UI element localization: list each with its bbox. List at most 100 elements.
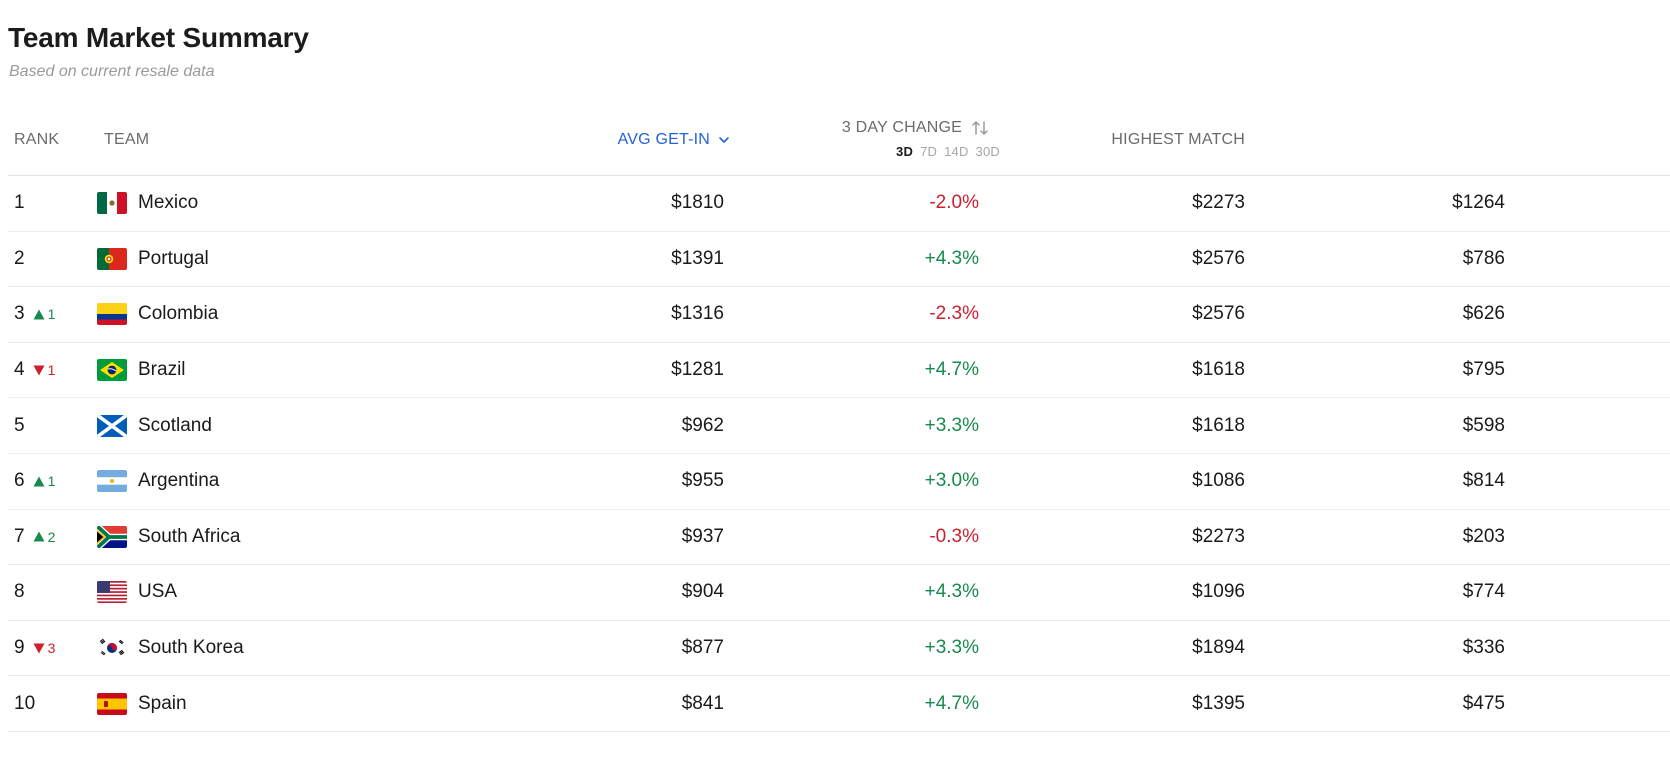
rank-movement-value: 1 <box>47 473 56 490</box>
avg-get-in-value: $841 <box>681 692 724 714</box>
table-row[interactable]: 6 1 Argentina $955 +3.0% $1086 $814 <box>8 454 1670 510</box>
team-cell[interactable]: Brazil <box>97 359 186 382</box>
lowest-match-value: $626 <box>1462 303 1505 325</box>
team-cell[interactable]: Spain <box>97 692 187 715</box>
table-row[interactable]: 9 3 South Korea $877 +3.3% $1894 $336 <box>8 621 1670 677</box>
table-row[interactable]: 1 Mexico $1810 -2.0% $2273 $1264 <box>8 176 1670 232</box>
period-14d[interactable]: 14D <box>944 144 969 159</box>
brazil-flag-icon <box>97 359 127 382</box>
team-name: South Korea <box>138 637 244 659</box>
change-value: +3.3% <box>924 414 979 436</box>
change-column-header: 3 DAY CHANGE 3D 7D 14D 30D <box>842 118 1000 159</box>
team-cell[interactable]: Mexico <box>97 192 199 215</box>
team-cell[interactable]: Argentina <box>97 470 220 493</box>
south-africa-flag-icon <box>97 525 127 548</box>
mexico-flag-icon <box>97 192 127 215</box>
rank-number: 3 <box>14 303 25 325</box>
lowest-match-value: $774 <box>1462 581 1505 603</box>
rank-movement: 1 <box>33 473 56 490</box>
usa-flag-icon <box>97 581 127 604</box>
lowest-match-value: $786 <box>1462 247 1505 269</box>
team-name: Colombia <box>138 303 219 325</box>
team-name: Argentina <box>138 470 220 492</box>
change-value: +4.3% <box>924 581 979 603</box>
change-sort-button[interactable]: 3 DAY CHANGE <box>842 118 990 138</box>
rank-number: 8 <box>14 581 25 603</box>
rank-number: 1 <box>14 192 25 214</box>
lowest-match-value: $203 <box>1462 525 1505 547</box>
change-value: -0.3% <box>929 525 979 547</box>
south-korea-flag-icon <box>97 637 127 660</box>
rank-movement: 1 <box>33 306 55 322</box>
team-name: South Africa <box>138 525 241 547</box>
highest-match-value: $1086 <box>1192 470 1245 492</box>
period-3d[interactable]: 3D <box>896 144 914 159</box>
table-row[interactable]: 10 Spain $841 +4.7% $1395 $475 <box>8 676 1670 732</box>
lowest-match-value: $598 <box>1462 414 1505 436</box>
table-row[interactable]: 3 1 Colombia $1316 -2.3% $2576 $626 <box>8 287 1670 343</box>
team-name: USA <box>138 581 178 603</box>
rank-cell: 1 <box>14 192 25 214</box>
avg-get-in-label: AVG GET-IN <box>617 131 710 148</box>
avg-get-in-value: $1281 <box>671 359 724 381</box>
avg-get-in-value: $1391 <box>671 247 724 269</box>
highest-match-value: $1618 <box>1192 414 1245 436</box>
sort-arrows-icon <box>972 121 988 135</box>
rank-cell: 2 <box>14 248 25 270</box>
avg-get-in-column-header[interactable]: AVG GET-IN <box>618 131 730 149</box>
team-cell[interactable]: Portugal <box>97 247 209 270</box>
rank-down-icon <box>33 365 45 376</box>
scotland-flag-icon <box>97 414 127 437</box>
team-name: Scotland <box>138 414 212 436</box>
table-row[interactable]: 7 2 South Africa $937 -0.3% $2273 $203 <box>8 510 1670 566</box>
team-cell[interactable]: USA <box>97 581 178 604</box>
change-value: +3.0% <box>924 470 979 492</box>
highest-match-value: $2576 <box>1192 303 1245 325</box>
argentina-flag-icon <box>97 470 127 493</box>
period-selector: 3D 7D 14D 30D <box>842 144 1000 159</box>
rank-up-icon <box>33 531 45 542</box>
lowest-match-value: $475 <box>1462 692 1505 714</box>
avg-get-in-value: $955 <box>681 470 724 492</box>
rank-cell: 10 <box>14 693 35 715</box>
change-value: +3.3% <box>924 637 979 659</box>
team-cell[interactable]: Scotland <box>97 414 212 437</box>
period-30d[interactable]: 30D <box>975 144 1000 159</box>
change-value: +4.7% <box>924 692 979 714</box>
team-name: Mexico <box>138 192 199 214</box>
lowest-match-value: $1264 <box>1452 192 1505 214</box>
rank-column-header[interactable]: RANK <box>14 131 60 148</box>
table-row[interactable]: 2 Portugal $1391 +4.3% $2576 $786 <box>8 232 1670 288</box>
rank-movement: 3 <box>33 640 55 656</box>
team-cell[interactable]: South Africa <box>97 525 241 548</box>
change-value: +4.3% <box>924 247 979 269</box>
lowest-match-value: $336 <box>1462 637 1505 659</box>
avg-get-in-value: $904 <box>681 581 724 603</box>
highest-match-value: $1096 <box>1192 581 1245 603</box>
table-header: RANK TEAM AVG GET-IN 3 DAY CHANGE 3D 7D … <box>8 100 1670 176</box>
table-row[interactable]: 4 1 Brazil $1281 +4.7% $1618 $795 <box>8 343 1670 399</box>
highest-match-value: $2273 <box>1192 525 1245 547</box>
team-name: Spain <box>138 692 187 714</box>
team-cell[interactable]: South Korea <box>97 637 244 660</box>
colombia-flag-icon <box>97 303 127 326</box>
lowest-match-value: $795 <box>1462 359 1505 381</box>
chevron-down-icon <box>719 137 729 143</box>
highest-match-value: $1395 <box>1192 692 1245 714</box>
rank-number: 2 <box>14 247 25 269</box>
table-row[interactable]: 5 Scotland $962 +3.3% $1618 $598 <box>8 398 1670 454</box>
team-cell[interactable]: Colombia <box>97 303 219 326</box>
rank-number: 6 <box>14 470 25 492</box>
period-7d[interactable]: 7D <box>920 144 938 159</box>
avg-get-in-value: $937 <box>681 525 724 547</box>
highest-match-value: $2273 <box>1192 192 1245 214</box>
table-row[interactable]: 8 USA $904 +4.3% $1096 $774 <box>8 565 1670 621</box>
team-column-header[interactable]: TEAM <box>104 131 150 148</box>
rank-number: 9 <box>14 637 25 659</box>
highest-match-column-header[interactable]: HIGHEST MATCH <box>1111 131 1245 148</box>
team-name: Brazil <box>138 359 186 381</box>
rank-number: 4 <box>14 359 25 381</box>
